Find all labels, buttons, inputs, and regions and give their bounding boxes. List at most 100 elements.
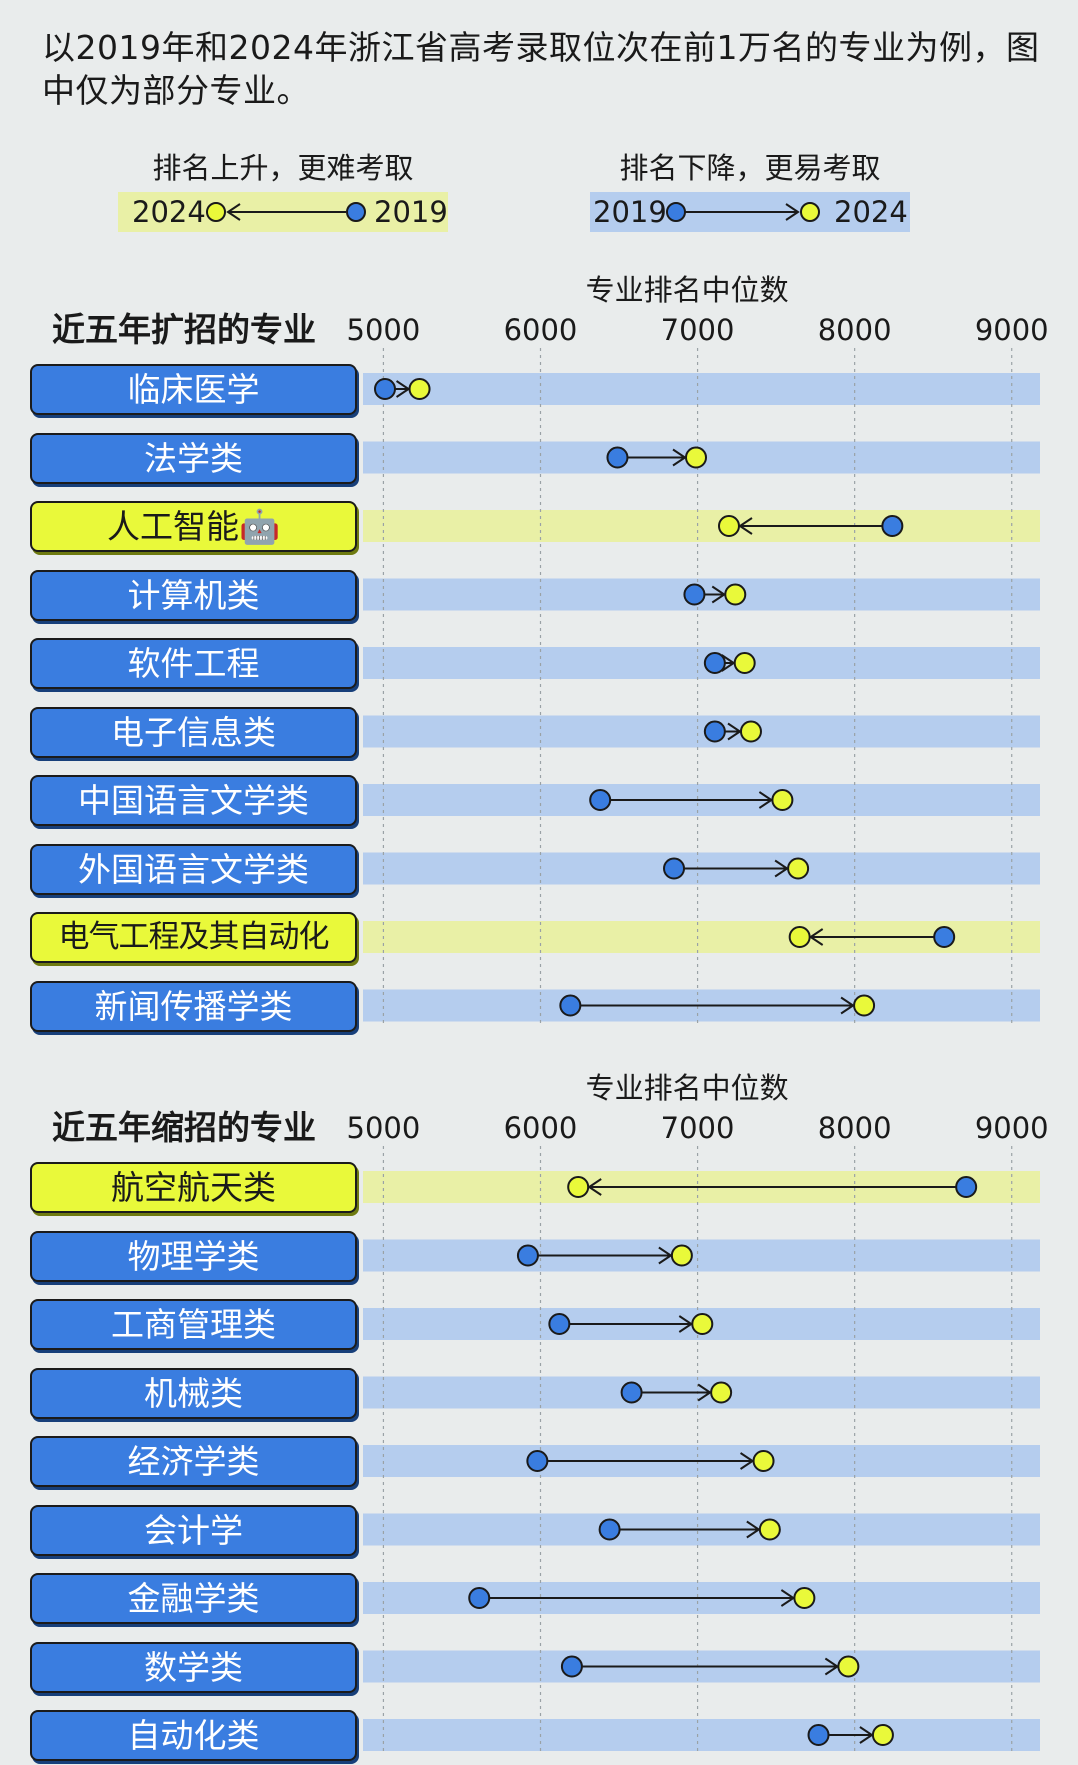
- dot-2024: [758, 1518, 781, 1541]
- axis-title: 专业排名中位数: [585, 1071, 789, 1105]
- arrow-head: [739, 1452, 755, 1470]
- dot-2024: [752, 1450, 775, 1472]
- arrow-head: [678, 1315, 694, 1333]
- category-label: 电气工程及其自动化: [30, 912, 357, 963]
- dot-2019: [807, 1724, 830, 1746]
- x-tick-label: 8000: [817, 313, 892, 347]
- category-label: 外国语言文学类: [30, 843, 357, 895]
- dot-2024: [717, 515, 740, 537]
- category-label: 物理学类: [30, 1230, 357, 1282]
- category-label: 经济学类: [30, 1436, 357, 1487]
- dot-2024: [787, 857, 810, 880]
- dot-2024: [724, 583, 747, 606]
- arrow-head: [840, 996, 855, 1015]
- category-label: 数学类: [30, 1641, 357, 1693]
- dot-2019: [526, 1450, 549, 1472]
- row-band: [363, 373, 1040, 405]
- dot-2019: [703, 720, 726, 743]
- dot-2024: [733, 652, 756, 674]
- dot-2019: [881, 515, 904, 537]
- row-band: [363, 647, 1040, 679]
- arrow-head: [711, 585, 727, 604]
- legend-down-year-2019: 2019: [593, 195, 667, 229]
- legend-rank-up-strip: 2024 2019: [118, 192, 448, 232]
- section-title: 近五年扩招的专业: [52, 310, 316, 349]
- dot-2019: [560, 1655, 583, 1678]
- legend-up-year-2019: 2019: [374, 195, 448, 229]
- dot-2024: [408, 378, 431, 400]
- legend-rank-up: 排名上升，更难考取 2024 2019: [118, 148, 448, 232]
- dot-2024: [788, 926, 811, 948]
- x-tick-label: 5000: [346, 1111, 421, 1145]
- dot-2024: [871, 1724, 894, 1746]
- x-tick-label: 9000: [974, 313, 1049, 347]
- dot-2024: [837, 1655, 860, 1678]
- legend-up-year-2024: 2024: [132, 195, 206, 229]
- category-label: 新闻传播学类: [30, 980, 357, 1032]
- arrow-head: [587, 1178, 602, 1196]
- section-title: 近五年缩招的专业: [52, 1108, 316, 1147]
- x-tick-label: 8000: [817, 1111, 892, 1145]
- dot-2019: [703, 652, 726, 674]
- arrow-head: [780, 1589, 796, 1607]
- category-label: 电子信息类: [30, 706, 357, 758]
- x-tick-label: 9000: [974, 1111, 1049, 1145]
- dot-2019: [559, 994, 582, 1017]
- dot-2019: [955, 1176, 978, 1198]
- axis-title: 专业排名中位数: [585, 273, 789, 307]
- dot-2019: [683, 583, 706, 606]
- legend-rank-down: 排名下降，更易考取 2019 2024: [590, 148, 910, 232]
- x-tick-label: 7000: [660, 1111, 735, 1145]
- x-tick-label: 6000: [503, 1111, 578, 1145]
- row-band: [363, 1719, 1040, 1751]
- category-label: 中国语言文学类: [30, 775, 357, 826]
- category-label: 工商管理类: [30, 1299, 357, 1350]
- dot-2024: [691, 1313, 714, 1335]
- dot-2024: [771, 789, 794, 811]
- legend-rank-down-caption: 排名下降，更易考取: [619, 151, 881, 185]
- arrow-head: [758, 791, 774, 809]
- dot-2024: [567, 1176, 590, 1198]
- dot-2024: [793, 1587, 816, 1609]
- category-label: 软件工程: [30, 638, 357, 689]
- dot-2024: [739, 720, 762, 743]
- legend-up-arrow-icon: [206, 202, 366, 222]
- row-band: [363, 715, 1040, 748]
- category-label: 机械类: [30, 1367, 357, 1419]
- legend-rank-up-caption: 排名上升，更难考取: [152, 151, 414, 185]
- dot-2019: [933, 926, 956, 948]
- x-tick-label: 5000: [346, 313, 421, 347]
- plot-area: [363, 348, 1040, 1024]
- category-label: 金融学类: [30, 1573, 357, 1624]
- category-label: 自动化类: [30, 1710, 357, 1761]
- dot-2019: [516, 1244, 539, 1267]
- dot-2019: [548, 1313, 571, 1335]
- dot-2024: [710, 1381, 733, 1404]
- category-label: 人工智能🤖: [30, 501, 357, 552]
- dot-2024: [685, 446, 708, 469]
- dot-2024: [853, 994, 876, 1017]
- dot-2024: [670, 1244, 693, 1267]
- chart-reduced-majors: 专业排名中位数近五年缩招的专业 5000 6000 7000 8000 9000 航空航天类…: [0, 1068, 1078, 1765]
- plot-area: [363, 1146, 1040, 1753]
- category-label: 计算机类: [30, 569, 357, 621]
- category-label: 法学类: [30, 432, 357, 484]
- row-band: [363, 510, 1040, 542]
- category-label: 会计学: [30, 1504, 357, 1556]
- legend-rank-down-strip: 2019 2024: [590, 192, 910, 232]
- dot-2019: [373, 378, 396, 400]
- category-label: 航空航天类: [30, 1162, 357, 1213]
- intro-text: 以2019年和2024年浙江省高考录取位次在前1万名的专业为例，图中仅为部分专业…: [42, 28, 1040, 110]
- row-band: [363, 1239, 1040, 1272]
- legend-down-year-2024: 2024: [834, 195, 908, 229]
- arrow-head: [658, 1246, 673, 1265]
- arrow-head: [859, 1726, 874, 1744]
- x-tick-label: 7000: [660, 313, 735, 347]
- arrow-head: [774, 859, 789, 878]
- dot-2019: [620, 1381, 643, 1404]
- arrow-head: [746, 1520, 761, 1539]
- dot-2019: [589, 789, 612, 811]
- dot-2019: [598, 1518, 621, 1541]
- dot-2019: [468, 1587, 491, 1609]
- chart-expanded-majors: 专业排名中位数 近五年扩招的专业 5000 6000 7000 8000 9000 临床医学法…: [0, 270, 1078, 1040]
